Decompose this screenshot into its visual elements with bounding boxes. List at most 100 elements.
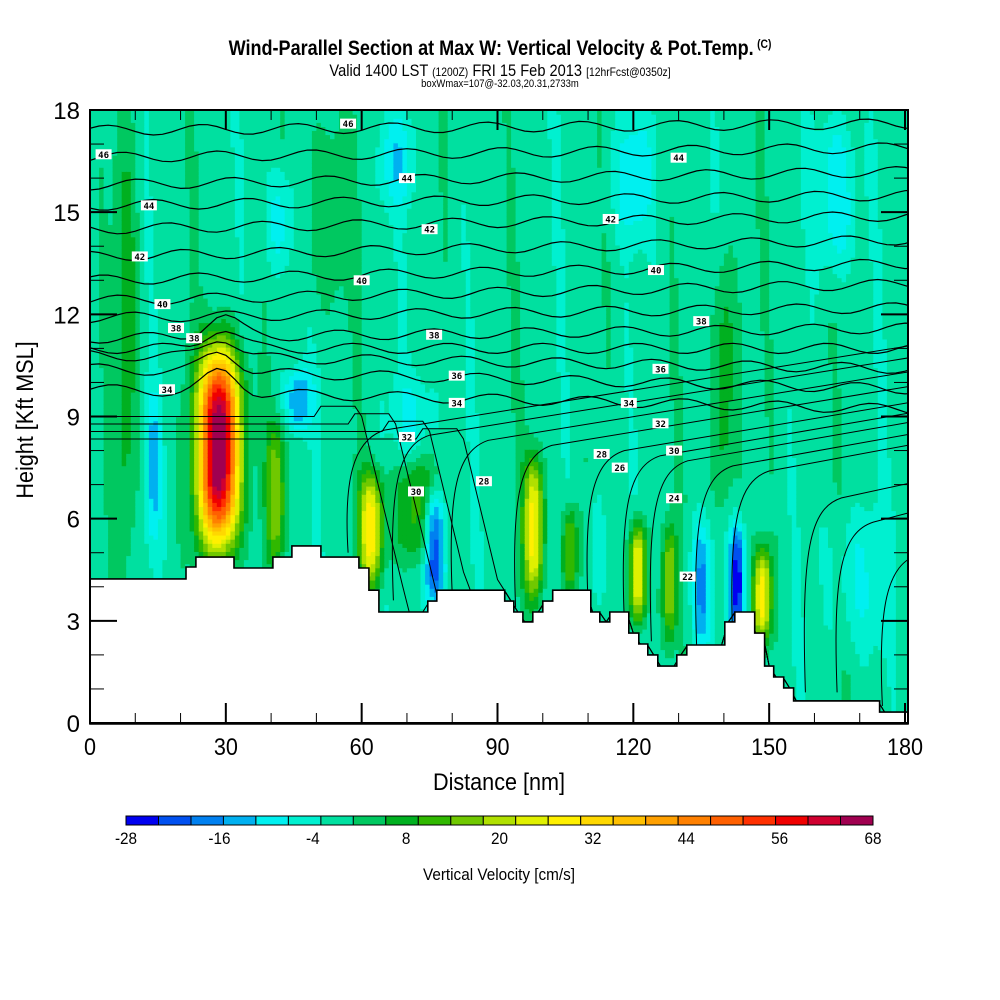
field-cell <box>108 114 114 119</box>
field-cell <box>99 473 105 479</box>
field-cell <box>207 199 213 205</box>
field-cell <box>126 298 132 303</box>
field-cell <box>121 310 127 315</box>
field-cell <box>180 412 186 418</box>
field-cell <box>112 441 118 446</box>
field-cell <box>130 477 136 483</box>
field-cell <box>198 167 204 172</box>
field-cell <box>162 195 168 201</box>
field-cell <box>99 314 105 319</box>
field-cell <box>162 334 168 340</box>
field-cell <box>99 363 105 369</box>
field-cell <box>176 216 182 221</box>
field-cell <box>148 277 154 283</box>
field-cell <box>117 155 123 160</box>
field-cell <box>180 310 186 315</box>
field-cell <box>185 441 191 446</box>
field-cell <box>117 392 123 397</box>
field-cell <box>126 159 132 164</box>
field-cell <box>126 269 132 275</box>
field-cell <box>176 285 182 291</box>
field-cell <box>212 318 218 324</box>
field-cell <box>171 416 177 422</box>
field-cell <box>112 379 118 385</box>
field-cell <box>139 494 145 499</box>
field-cell <box>139 179 145 185</box>
field-cell <box>94 236 100 242</box>
field-cell <box>94 342 100 348</box>
field-cell <box>194 114 200 119</box>
field-cell <box>121 420 127 426</box>
field-cell <box>108 236 114 242</box>
field-cell <box>194 363 200 369</box>
field-cell <box>212 306 218 311</box>
field-cell <box>221 220 227 225</box>
field-cell <box>126 473 132 479</box>
field-cell <box>230 530 236 536</box>
field-cell <box>126 445 132 450</box>
field-cell <box>180 285 186 291</box>
field-cell <box>126 146 132 152</box>
field-cell <box>162 244 168 250</box>
field-cell <box>126 400 132 405</box>
field-cell <box>180 383 186 389</box>
field-cell <box>198 322 204 328</box>
field-cell <box>130 204 136 209</box>
field-cell <box>207 273 213 279</box>
field-cell <box>189 481 195 487</box>
field-cell <box>153 506 159 512</box>
field-cell <box>90 338 96 344</box>
field-cell <box>185 367 191 373</box>
field-cell <box>108 559 114 565</box>
field-cell <box>216 289 222 295</box>
field-cell <box>121 326 127 332</box>
field-cell <box>180 306 186 311</box>
field-cell <box>221 281 227 287</box>
field-cell <box>144 571 150 577</box>
field-cell <box>212 535 218 540</box>
field-cell <box>112 232 118 238</box>
field-cell <box>126 392 132 397</box>
field-cell <box>180 179 186 185</box>
field-cell <box>99 453 105 458</box>
field-cell <box>216 318 222 324</box>
field-cell <box>103 387 109 393</box>
field-cell <box>207 306 213 311</box>
field-cell <box>103 518 109 524</box>
field-cell <box>167 134 173 140</box>
field-cell <box>90 535 96 540</box>
field-cell <box>148 322 154 328</box>
field-cell <box>90 351 96 356</box>
field-cell <box>180 199 186 205</box>
field-cell <box>139 277 145 283</box>
field-cell <box>90 400 96 405</box>
field-cell <box>198 110 204 115</box>
field-cell <box>126 314 132 319</box>
field-cell <box>94 208 100 213</box>
field-cell <box>103 481 109 487</box>
field-cell <box>117 371 123 377</box>
field-cell <box>198 330 204 336</box>
field-cell <box>94 114 100 119</box>
field-cell <box>157 367 163 373</box>
field-cell <box>90 453 96 458</box>
field-cell <box>121 359 127 364</box>
field-cell <box>185 543 191 548</box>
field-cell <box>234 510 240 516</box>
field-cell <box>198 518 204 524</box>
field-cell <box>230 371 236 377</box>
field-cell <box>230 289 236 295</box>
field-cell <box>135 134 141 140</box>
field-cell <box>212 416 218 422</box>
field-cell <box>112 445 118 450</box>
field-cell <box>148 400 154 405</box>
field-cell <box>126 163 132 168</box>
field-cell <box>112 375 118 381</box>
field-cell <box>230 134 236 140</box>
field-cell <box>234 199 240 205</box>
field-cell <box>153 130 159 136</box>
field-cell <box>148 347 154 352</box>
field-cell <box>130 432 136 438</box>
field-cell <box>144 269 150 275</box>
field-cell <box>225 412 231 418</box>
